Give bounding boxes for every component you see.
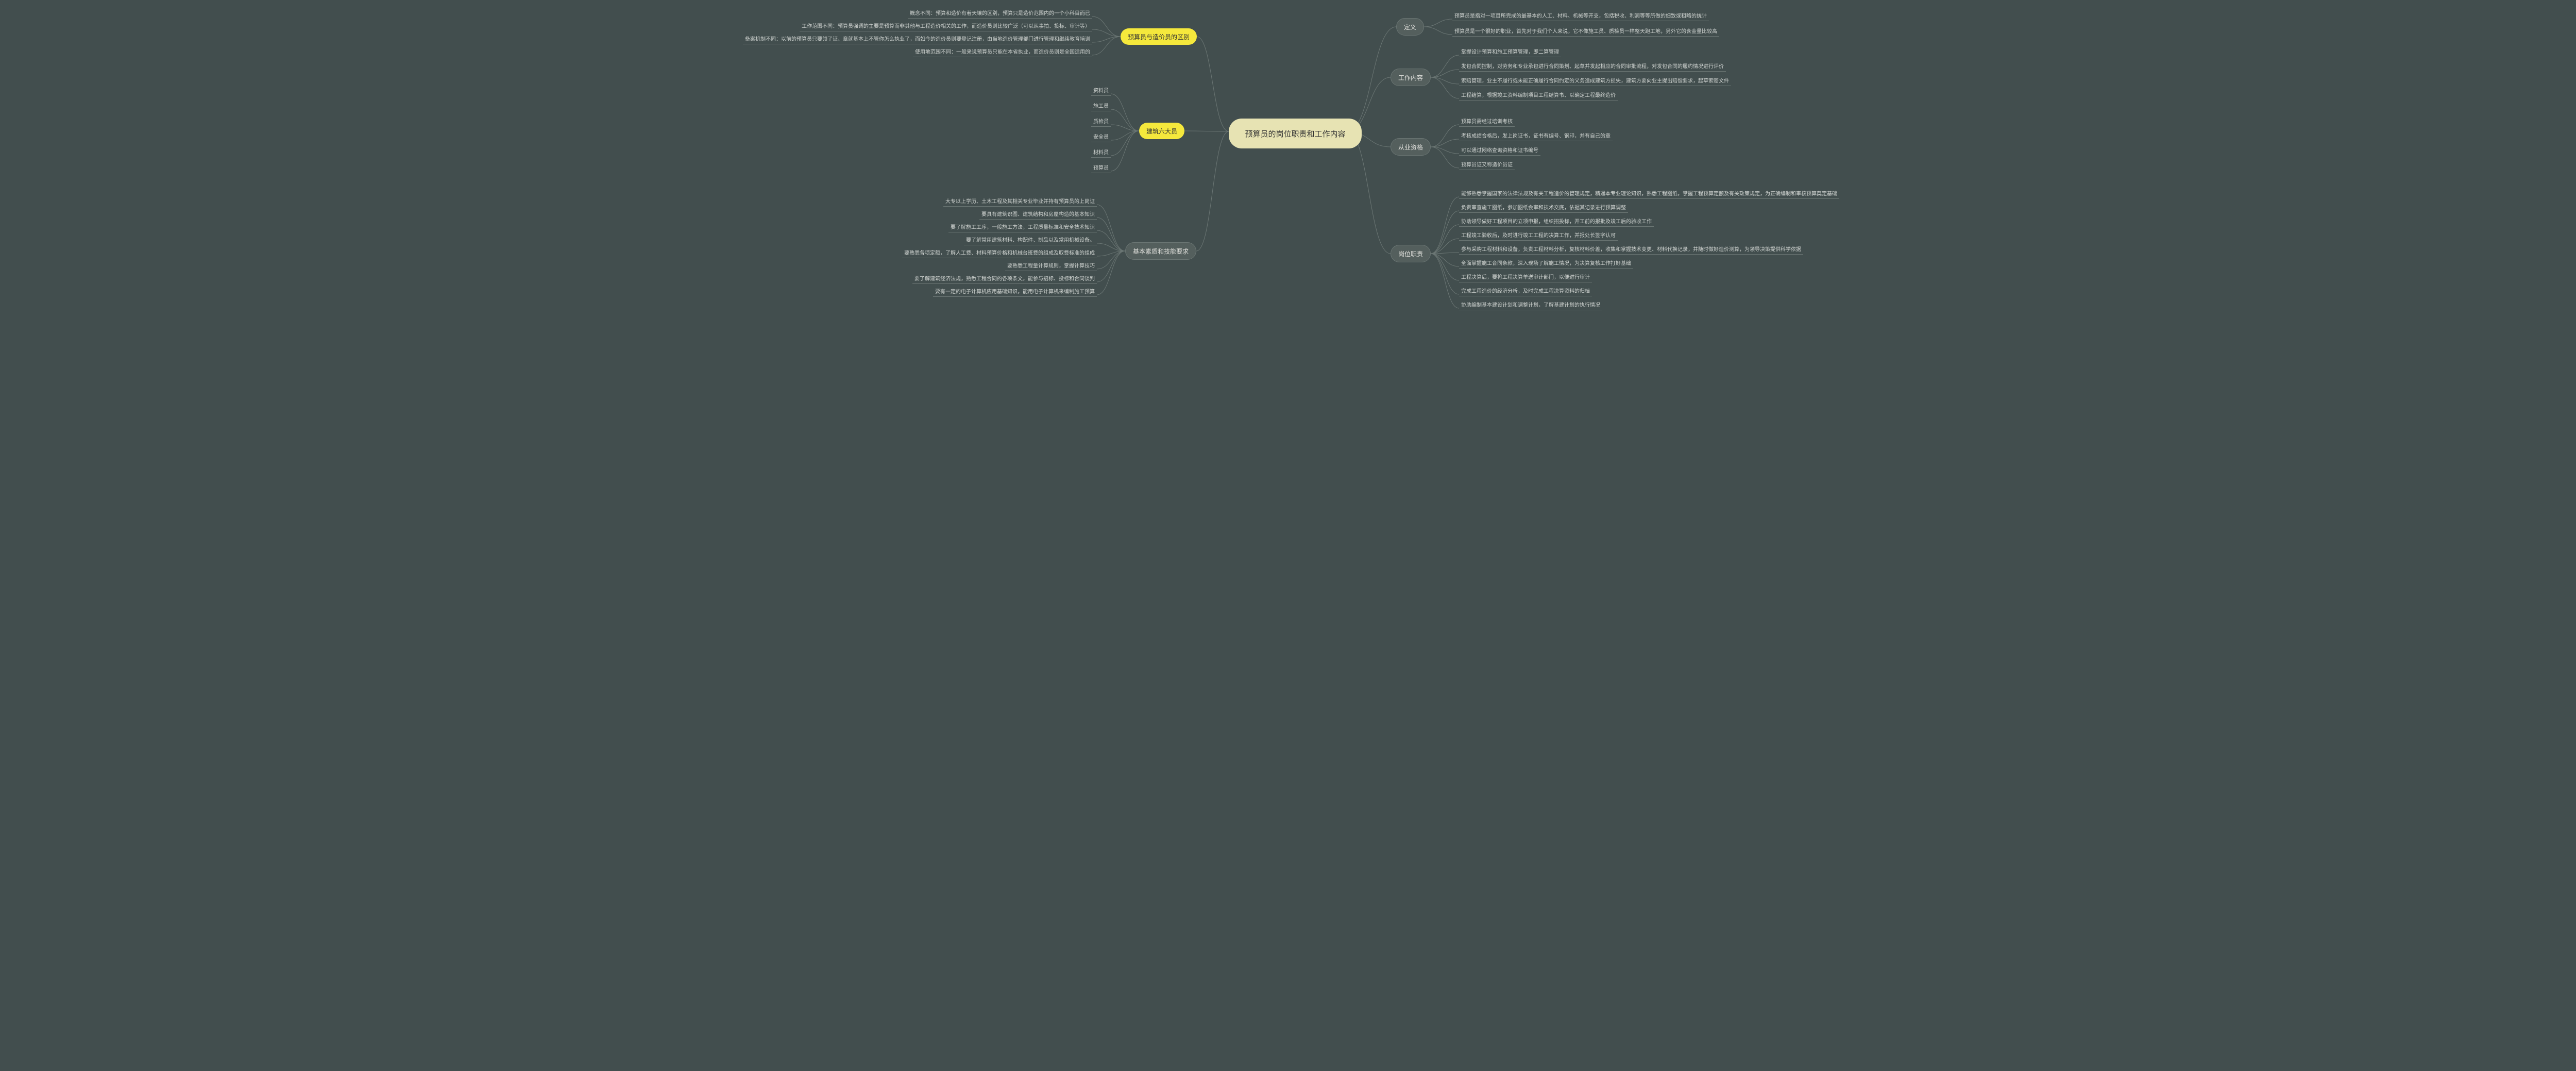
leaf-left-0-0: 概念不同：预算和造价有着天壤的区别，预算只是造价范围内的一个小科目而已 [908, 8, 1092, 18]
main-right-1[interactable]: 工作内容 [1391, 69, 1431, 86]
leaf-right-0-0: 预算员是指对一项目所完成的最基本的人工、材料、机械等开支，包括税收、利润等等所做… [1452, 10, 1709, 20]
leaf-left-2-1: 要具有建筑识图、建筑结构和房屋构造的基本知识 [979, 209, 1097, 219]
leaf-right-1-1: 发包合同控制，对劳务和专业承包进行合同策划、起草并发起相应的合同审批流程，对发包… [1459, 61, 1726, 71]
leaf-left-1-0: 资料员 [1091, 85, 1111, 95]
leaf-left-1-2: 质检员 [1091, 116, 1111, 126]
leaf-right-3-1: 负责审查施工图纸，参加图纸会审和技术交底，依据其记录进行预算调整 [1459, 202, 1628, 212]
leaf-right-2-2: 可以通过网络查询资格和证书编号 [1459, 145, 1540, 155]
leaf-left-2-5: 要熟悉工程量计算规则，掌握计算技巧 [1005, 260, 1097, 270]
leaf-right-3-3: 工程竣工验收后，及时进行竣工工程的决算工作，并报处长签字认可 [1459, 230, 1618, 240]
leaf-left-1-5: 预算员 [1091, 162, 1111, 172]
leaf-left-2-3: 要了解常用建筑材料、构配件、制品以及常用机械设备。 [964, 235, 1097, 244]
leaf-left-2-7: 要有一定的电子计算机应用基础知识，能用电子计算机来编制施工预算 [933, 286, 1097, 296]
main-left-0[interactable]: 预算员与造价员的区别 [1121, 28, 1197, 45]
leaf-right-3-5: 全面掌握施工合同条款，深入现场了解施工情况，为决算复核工作打好基础 [1459, 258, 1633, 267]
leaf-right-2-0: 预算员需经过培训考核 [1459, 116, 1515, 126]
center-node: 预算员的岗位职责和工作内容 [1229, 119, 1362, 148]
leaf-left-1-3: 安全员 [1091, 131, 1111, 141]
leaf-right-2-1: 考核成绩合格后，发上岗证书，证书有编号、钢印，并有自己的章 [1459, 130, 1613, 140]
leaf-right-0-1: 预算员是一个很好的职业，首先对于我们个人来说，它不像施工员、质检员一样整天跑工地… [1452, 26, 1719, 36]
leaf-left-0-3: 使用地范围不同：一般来说预算员只能在本省执业，而造价员则是全国适用的 [913, 46, 1092, 56]
leaf-right-1-0: 掌握设计预算和施工预算管理，即二算管理 [1459, 46, 1561, 56]
leaf-right-2-3: 预算员证又称造价员证 [1459, 159, 1515, 169]
main-left-1[interactable]: 建筑六大员 [1139, 123, 1184, 139]
leaf-left-1-4: 材料员 [1091, 147, 1111, 157]
main-right-2[interactable]: 从业资格 [1391, 138, 1431, 156]
leaf-right-1-3: 工程结算，根据竣工资料编制项目工程结算书、以确定工程最终造价 [1459, 90, 1618, 99]
leaf-right-3-0: 能够熟悉掌握国家的法律法规及有关工程造价的管理规定，精通本专业理论知识，熟悉工程… [1459, 188, 1839, 198]
leaf-left-1-1: 施工员 [1091, 101, 1111, 110]
leaf-right-3-4: 参与采购工程材料和设备，负责工程材料分析，复核材料价差，收集和掌握技术变更、材料… [1459, 244, 1803, 254]
leaf-right-3-8: 协助编制基本建设计划和调整计划，了解基建计划的执行情况 [1459, 299, 1602, 309]
leaf-right-1-2: 索赔管理，业主不履行或未能正确履行合同约定的义务造成建筑方损失，建筑方要向业主提… [1459, 75, 1731, 85]
main-right-3[interactable]: 岗位职责 [1391, 245, 1431, 262]
leaf-left-0-2: 备案机制不同：以前的预算员只要领了证、章就基本上不管你怎么执业了，而如今的造价员… [743, 34, 1092, 43]
leaf-right-3-2: 协助领导做好工程项目的立项申报，组织招投标，开工前的报批及竣工后的验收工作 [1459, 216, 1654, 226]
main-left-2[interactable]: 基本素质和技能要求 [1125, 242, 1196, 260]
leaf-left-2-0: 大专以上学历、土木工程及其相关专业毕业并持有预算员的上岗证 [943, 196, 1097, 206]
leaf-left-2-6: 要了解建筑经济法规，熟悉工程合同的各项条文，能参与招标、投标和合同谈判 [912, 273, 1097, 283]
leaf-left-0-1: 工作范围不同：预算员强调的主要是预算而非其他与工程造价相关的工作，而造价员则比较… [800, 21, 1092, 30]
leaf-right-3-7: 完成工程造价的经济分析，及时完成工程决算资料的归档 [1459, 286, 1592, 295]
leaf-left-2-4: 要熟悉各项定额，了解人工费、材料预算价格和机械台班费的组成及取费标准的组成 [902, 247, 1097, 257]
leaf-left-2-2: 要了解施工工序，一般施工方法，工程质量标准和安全技术知识 [948, 222, 1097, 231]
main-right-0[interactable]: 定义 [1396, 18, 1424, 36]
leaf-right-3-6: 工程决算后，要将工程决算单送审计部门，以便进行审计 [1459, 272, 1592, 281]
